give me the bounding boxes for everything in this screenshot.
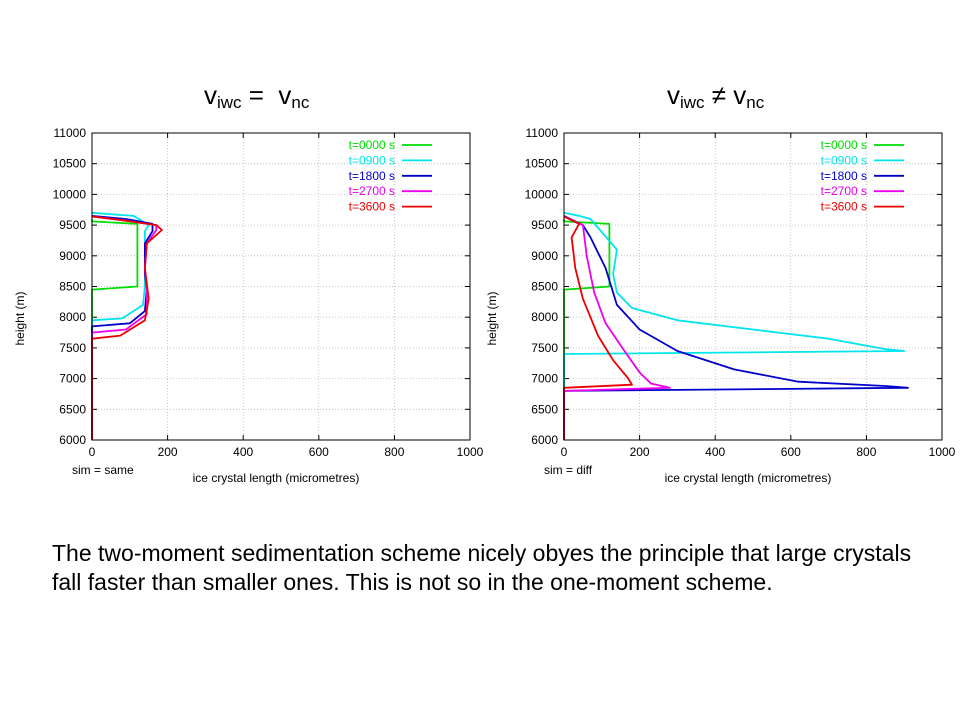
y-tick-label: 9000: [531, 249, 558, 263]
y-tick-label: 10000: [525, 187, 559, 201]
y-tick-label: 8000: [531, 310, 558, 324]
legend-label-4: t=3600 s: [821, 200, 867, 214]
x-axis-label: ice crystal length (micrometres): [665, 471, 832, 485]
heading-right: viwc ≠ vnc: [667, 80, 764, 113]
x-tick-label: 0: [89, 445, 96, 459]
x-tick-label: 800: [384, 445, 404, 459]
legend-label-1: t=0900 s: [349, 153, 395, 167]
y-tick-label: 10500: [53, 157, 87, 171]
y-tick-label: 9500: [59, 218, 86, 232]
y-tick-label: 10000: [53, 187, 87, 201]
heading-right-v1: v: [667, 80, 680, 110]
series-line-1: [91, 211, 150, 440]
y-tick-label: 9500: [531, 218, 558, 232]
x-tick-label: 1000: [457, 445, 484, 459]
heading-right-sub1: iwc: [680, 93, 705, 112]
y-tick-label: 6000: [531, 433, 558, 447]
heading-left-operator: =: [241, 80, 279, 110]
chart-diff: 0 200 400 600 800 1000 6000 6500 7000 7500 8000 850…: [485, 126, 956, 485]
legend-label-4: t=3600 s: [349, 200, 395, 214]
x-tick-label: 200: [630, 445, 650, 459]
heading-left-sub1: iwc: [217, 93, 242, 112]
sim-label: sim = diff: [544, 463, 593, 477]
series-line-2: [563, 215, 909, 440]
y-axis-label: height (m): [13, 291, 27, 345]
legend-label-0: t=0000 s: [349, 138, 395, 152]
heading-right-sub2: nc: [746, 93, 765, 112]
x-tick-label: 800: [856, 445, 876, 459]
plot-frame: [563, 132, 943, 441]
y-tick-label: 10500: [525, 157, 559, 171]
x-axis-label: ice crystal length (micrometres): [193, 471, 360, 485]
series-line-1: [563, 211, 906, 440]
y-tick-label: 6500: [531, 402, 558, 416]
legend-label-2: t=1800 s: [349, 169, 395, 183]
legend-label-3: t=2700 s: [821, 184, 867, 198]
x-tick-label: 600: [309, 445, 329, 459]
x-tick-label: 600: [781, 445, 801, 459]
legend-label-0: t=0000 s: [821, 138, 867, 152]
y-tick-label: 6000: [59, 433, 86, 447]
legend-label-3: t=2700 s: [349, 184, 395, 198]
y-tick-label: 11000: [526, 126, 559, 140]
y-tick-label: 7500: [59, 341, 86, 355]
legend-label-2: t=1800 s: [821, 169, 867, 183]
heading-left-sub2: nc: [291, 93, 310, 112]
y-tick-label: 7500: [531, 341, 558, 355]
x-tick-label: 400: [233, 445, 253, 459]
y-axis-label: height (m): [485, 291, 499, 345]
y-tick-label: 8500: [531, 280, 558, 294]
chart-same: 0 200 400 600 800 1000 6000 6500 7000 7500 8000 850…: [13, 126, 484, 485]
y-tick-label: 11000: [54, 126, 87, 140]
x-tick-label: 1000: [929, 445, 956, 459]
y-tick-label: 6500: [59, 402, 86, 416]
series-line-4: [563, 215, 633, 440]
heading-left: viwc = vnc: [204, 80, 309, 113]
y-tick-label: 8500: [59, 280, 86, 294]
legend-label-1: t=0900 s: [821, 153, 867, 167]
y-tick-label: 7000: [531, 372, 558, 386]
caption-text: The two-moment sedimentation scheme nice…: [52, 540, 912, 595]
heading-right-v2: v: [733, 80, 747, 110]
heading-left-v2: v: [278, 80, 292, 110]
heading-left-v1: v: [204, 80, 217, 110]
y-tick-label: 8000: [59, 310, 86, 324]
plot-frame: [91, 132, 471, 441]
x-tick-label: 200: [158, 445, 178, 459]
heading-right-operator: ≠: [704, 80, 734, 110]
y-tick-label: 9000: [59, 249, 86, 263]
y-tick-label: 7000: [59, 372, 86, 386]
sim-label: sim = same: [72, 463, 134, 477]
x-tick-label: 400: [705, 445, 725, 459]
series-line-4: [91, 215, 163, 440]
series-line-3: [563, 215, 671, 440]
x-tick-label: 0: [561, 445, 568, 459]
